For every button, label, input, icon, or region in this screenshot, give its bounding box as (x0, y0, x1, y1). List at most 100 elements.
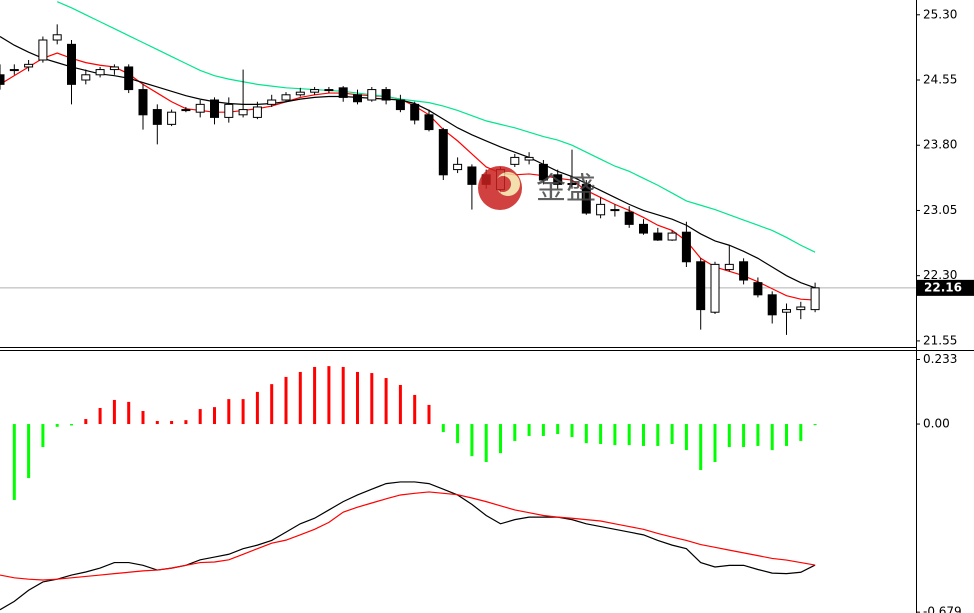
histogram-bar (298, 371, 302, 425)
candle-body (138, 89, 148, 116)
current-price-box (917, 279, 974, 296)
candle-body (653, 232, 663, 241)
histogram-bar (541, 424, 545, 436)
histogram-bar (170, 420, 174, 425)
candle-body (353, 94, 362, 103)
candle-body (295, 91, 305, 96)
histogram-bar (642, 424, 645, 446)
candle-body (667, 232, 677, 241)
histogram-bar (699, 424, 703, 471)
histogram-bar (813, 424, 817, 426)
histogram-bar (413, 394, 417, 425)
histogram-bar (213, 407, 216, 425)
y-tick-label: 0.00 (923, 417, 950, 431)
histogram-bar (398, 384, 402, 425)
candle-body (782, 309, 791, 313)
histogram-bar (12, 424, 16, 500)
candle-body (681, 231, 691, 263)
histogram-bar (613, 424, 617, 446)
watermark-text: 金盛 (536, 172, 596, 207)
histogram-bar (284, 376, 288, 425)
candle-body (381, 89, 391, 101)
histogram-bar (112, 399, 116, 425)
y-tick-label: -0.679 (923, 605, 962, 613)
histogram-bar (255, 391, 259, 425)
candle-body (739, 261, 749, 281)
histogram-bar (556, 424, 560, 435)
candle-body (567, 183, 577, 186)
candle-body (124, 66, 134, 91)
candle-body (24, 63, 34, 68)
histogram-bar (98, 407, 102, 425)
histogram-bar (599, 424, 603, 444)
histogram-bar (327, 366, 331, 425)
candle-body (538, 163, 548, 181)
line (0, 491, 816, 581)
histogram-bar (141, 411, 145, 425)
histogram-bar (55, 424, 59, 427)
histogram-bar (785, 424, 788, 446)
candle-body (195, 103, 205, 113)
candle-body (610, 209, 620, 212)
candle-body (210, 99, 219, 118)
y-tick-label: 22.30 (923, 268, 957, 282)
candle-body (38, 39, 48, 61)
candle-body (438, 129, 448, 176)
candle-body (467, 166, 477, 185)
candle-body (109, 66, 119, 71)
y-tick-label: 23.05 (923, 203, 957, 217)
histogram-bar (770, 424, 774, 451)
histogram-bar (670, 424, 674, 444)
candle-body (367, 89, 377, 101)
candle-body (767, 294, 777, 316)
histogram-bar (499, 424, 502, 454)
candle-body (0, 74, 5, 85)
candle-body (310, 89, 320, 93)
histogram-bar (727, 424, 731, 448)
histogram-bar (627, 424, 631, 446)
histogram-bar (356, 371, 359, 425)
candle-body (639, 223, 648, 234)
histogram-bar (584, 424, 588, 444)
candle-body (238, 109, 248, 116)
histogram-bar (756, 424, 760, 446)
histogram-bar (470, 424, 474, 457)
histogram-bar (27, 424, 31, 479)
candle-body (181, 109, 191, 112)
histogram-bar (84, 419, 88, 425)
histogram-bar (684, 424, 688, 451)
candle-body (152, 109, 162, 125)
histogram-bar (570, 424, 574, 438)
line (0, 36, 816, 289)
line (56, 1, 816, 253)
histogram-bar (241, 399, 245, 425)
candle-body (724, 263, 734, 271)
macd-panel (0, 366, 817, 611)
histogram-bar (742, 424, 746, 448)
candle-body (696, 261, 706, 311)
histogram-bar (184, 420, 188, 425)
histogram-bar (484, 424, 488, 462)
candle-body (281, 94, 291, 101)
candle-body (9, 69, 19, 72)
candle-body (338, 87, 348, 98)
candle-body (810, 287, 820, 311)
candle-body (52, 34, 62, 41)
candle-body (753, 282, 763, 296)
candle-body (596, 203, 606, 216)
candle-body (524, 156, 534, 161)
candle-body (67, 43, 76, 85)
y-tick-label: 24.55 (923, 73, 957, 87)
candle-body (167, 111, 177, 125)
histogram-bar (799, 424, 803, 441)
y-tick-label: 25.30 (923, 7, 957, 21)
candle-body (395, 99, 405, 111)
candle-body (581, 183, 591, 214)
candle-body (710, 263, 720, 313)
histogram-bar (313, 366, 317, 425)
histogram-bar (270, 384, 274, 425)
candle-body (424, 114, 434, 131)
histogram-bar (427, 404, 431, 425)
histogram-bar (513, 424, 517, 441)
